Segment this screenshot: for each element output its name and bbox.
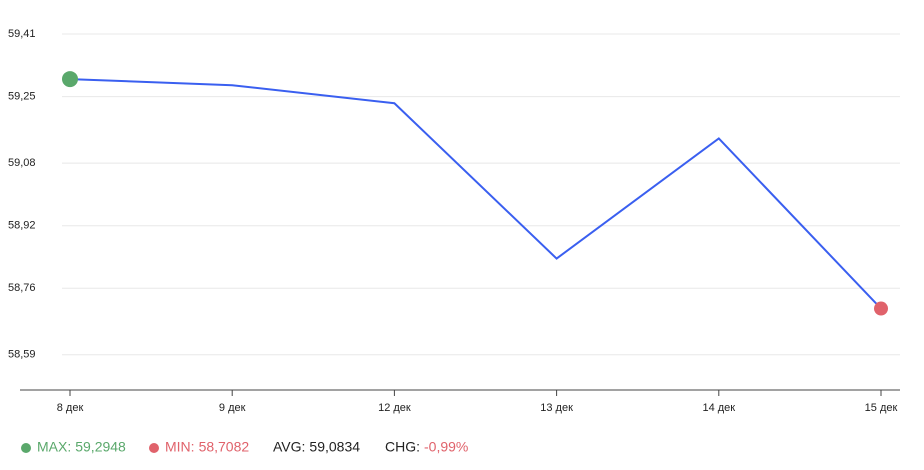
y-tick-label: 59,25 [8, 90, 36, 102]
y-tick-label: 59,08 [8, 157, 36, 169]
y-tick-label: 58,76 [8, 282, 36, 294]
x-tick-label: 12 дек [378, 402, 411, 414]
min-marker [874, 301, 888, 316]
summary-value: 59,0834 [309, 439, 360, 455]
y-tick-label: 58,59 [8, 349, 36, 361]
summary-label: AVG: [273, 439, 305, 455]
x-tick-label: 13 дек [540, 402, 573, 414]
line [69, 78, 882, 310]
summary-value: -0,99% [424, 439, 468, 455]
x-tick-label: 8 дек [57, 402, 84, 414]
x-tick-label: 9 дек [219, 402, 246, 414]
summary-value: 58,7082 [199, 439, 250, 455]
legend-dot [149, 443, 159, 453]
summary-label: CHG: [385, 439, 420, 455]
summary-value: 59,2948 [75, 439, 126, 455]
y-tick-label: 59,41 [8, 28, 36, 40]
x-tick-label: 15 дек [865, 402, 898, 414]
legend-dot [21, 443, 31, 453]
x-tick-label: 14 дек [702, 402, 735, 414]
max-marker [62, 71, 78, 88]
summary-label: MIN: [165, 439, 195, 455]
summary-label: MAX: [37, 439, 71, 455]
y-tick-label: 58,92 [8, 220, 36, 232]
